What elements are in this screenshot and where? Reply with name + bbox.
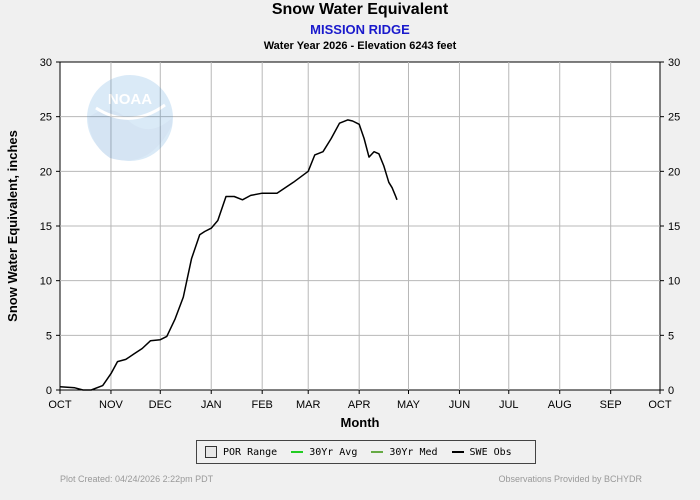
y-tick-label-right: 30: [668, 57, 680, 69]
grid-lines: [60, 62, 660, 390]
series-line-swe-obs: [59, 119, 398, 391]
x-tick-label: FEB: [251, 399, 272, 411]
legend-item-por: POR Range: [205, 446, 277, 458]
chart-title: Snow Water Equivalent: [271, 1, 449, 18]
y-axis-right: 0 5 10 15 20 25 30: [660, 57, 680, 397]
y-tick-label-left: 15: [40, 221, 52, 233]
x-tick-label: AUG: [548, 399, 572, 411]
legend-label-obs: SWE Obs: [469, 446, 512, 458]
legend-swatch-med: [371, 451, 384, 453]
y-tick-label-left: 0: [46, 385, 52, 397]
legend-swatch-por: [205, 446, 217, 458]
legend-label-avg: 30Yr Avg: [309, 446, 358, 458]
x-tick-label: DEC: [149, 399, 172, 411]
legend: POR Range 30Yr Avg 30Yr Med SWE Obs: [196, 440, 536, 464]
y-tick-label-left: 5: [46, 330, 52, 342]
y-tick-label-left: 30: [40, 57, 52, 69]
x-tick-label: OCT: [48, 399, 72, 411]
y-tick-label-right: 0: [668, 385, 674, 397]
y-tick-label-left: 10: [40, 276, 52, 288]
y-tick-label-right: 5: [668, 330, 674, 342]
y-axis-left: 0 5 10 15 20 25 30: [40, 57, 60, 397]
chart-subtitle-2: Water Year 2026 - Elevation 6243 feet: [263, 40, 457, 52]
x-tick-label: JAN: [201, 399, 222, 411]
y-axis-label: Snow Water Equivalent, inches: [5, 130, 20, 322]
legend-item-obs: SWE Obs: [451, 446, 512, 458]
legend-item-avg: 30Yr Avg: [291, 447, 357, 458]
noaa-logo-text: NOAA: [108, 91, 152, 108]
noaa-logo: NOAA: [87, 75, 173, 161]
chart-subtitle: MISSION RIDGE: [310, 22, 410, 37]
y-tick-label-right: 20: [668, 166, 680, 178]
y-tick-label-left: 25: [40, 112, 52, 124]
observations-provider-note: Observations Provided by BCHYDR: [498, 474, 642, 484]
x-tick-label: JUL: [499, 399, 519, 411]
x-tick-label: NOV: [99, 399, 124, 411]
legend-swatch-avg: [291, 451, 304, 453]
legend-item-med: 30Yr Med: [371, 446, 438, 458]
plot-created-note: Plot Created: 04/24/2026 2:22pm PDT: [60, 474, 214, 484]
y-tick-label-left: 20: [40, 166, 52, 178]
y-tick-label-right: 10: [668, 276, 680, 288]
series-group: [59, 119, 398, 391]
legend-label-por: POR Range: [223, 446, 278, 458]
y-tick-label-right: 25: [668, 112, 680, 124]
x-axis-label: Month: [341, 415, 380, 430]
x-tick-label: APR: [348, 399, 371, 411]
legend-label-med: 30Yr Med: [389, 446, 438, 458]
x-tick-label: SEP: [600, 399, 622, 411]
x-tick-label: OCT: [648, 399, 672, 411]
x-tick-label: MAR: [296, 399, 321, 411]
y-tick-label-right: 15: [668, 221, 680, 233]
x-axis: OCT NOV DEC JAN FEB MAR APR MAY JUN JUL AUG SEP OCT: [48, 390, 672, 411]
x-tick-label: JUN: [449, 399, 470, 411]
x-tick-label: MAY: [397, 399, 421, 411]
legend-swatch-obs: [451, 451, 464, 453]
